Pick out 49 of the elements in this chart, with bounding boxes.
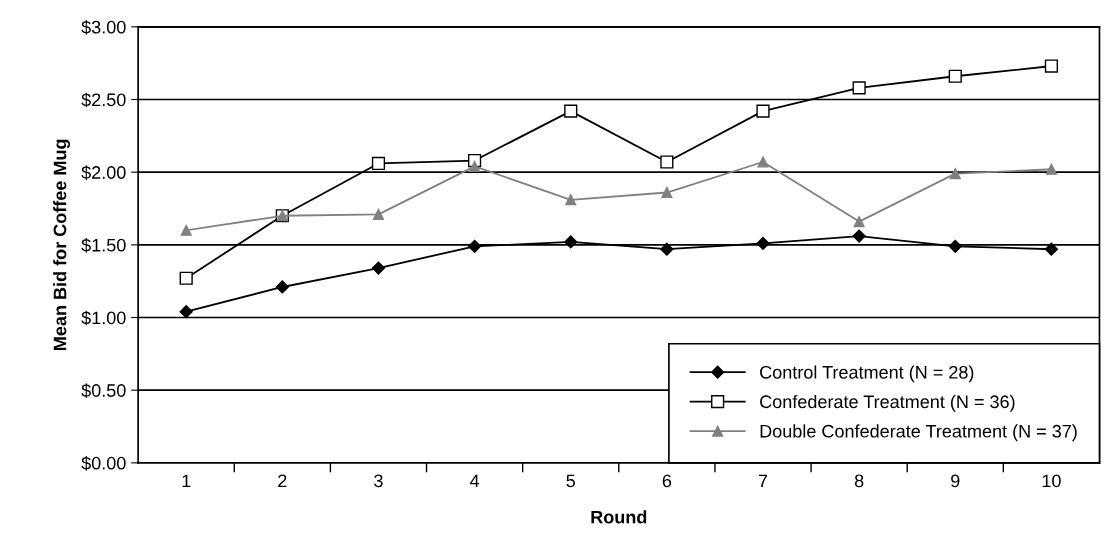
y-tick-label: $2.50 — [81, 92, 126, 108]
x-tick-label: 7 — [758, 474, 768, 488]
x-tick-label: 9 — [951, 474, 960, 488]
point — [853, 216, 865, 228]
point — [372, 208, 385, 220]
point — [948, 239, 962, 253]
point — [371, 261, 386, 275]
point — [180, 224, 192, 236]
point — [371, 156, 386, 171]
point — [564, 235, 578, 249]
point — [564, 104, 578, 118]
x-tick-label: 6 — [662, 474, 672, 488]
x-tick-label: 8 — [854, 474, 864, 488]
x-tick-label: 2 — [278, 474, 287, 488]
point — [756, 104, 770, 118]
point — [661, 186, 673, 199]
point — [565, 194, 577, 206]
point — [469, 160, 481, 172]
point — [852, 81, 866, 95]
y-tick-label: $0.00 — [81, 456, 126, 471]
point — [1044, 242, 1058, 256]
legend-label: Confederate Treatment (N = 36) — [760, 394, 1015, 412]
legend-label: Control Treatment (N = 28) — [760, 365, 974, 383]
y-axis-title: Mean Bid for Coffee Mug — [53, 139, 71, 350]
point — [660, 155, 674, 169]
point — [852, 229, 866, 243]
y-tick-label: $0.50 — [81, 383, 126, 398]
y-tick-label: $1.50 — [81, 238, 126, 253]
x-tick-label: 4 — [469, 474, 480, 488]
point — [1044, 59, 1059, 73]
legend-label: Double Confederate Treatment (N = 37) — [760, 424, 1077, 442]
point — [179, 305, 193, 319]
point — [949, 168, 961, 180]
y-tick-label: $3.00 — [81, 20, 126, 35]
x-tick-label: 3 — [374, 474, 383, 488]
point — [468, 239, 482, 253]
point — [1045, 163, 1057, 175]
point — [179, 271, 193, 285]
x-tick-label: 10 — [1042, 474, 1061, 488]
y-tick-label: $1.00 — [81, 310, 126, 326]
x-tick-label: 5 — [566, 474, 575, 488]
point — [948, 69, 962, 83]
point — [756, 236, 770, 250]
point — [757, 156, 769, 168]
x-tick-label: 1 — [182, 474, 191, 488]
point — [660, 242, 674, 256]
x-axis-title: Round — [591, 510, 647, 524]
point — [275, 280, 289, 294]
y-tick-label: $2.00 — [81, 165, 126, 180]
